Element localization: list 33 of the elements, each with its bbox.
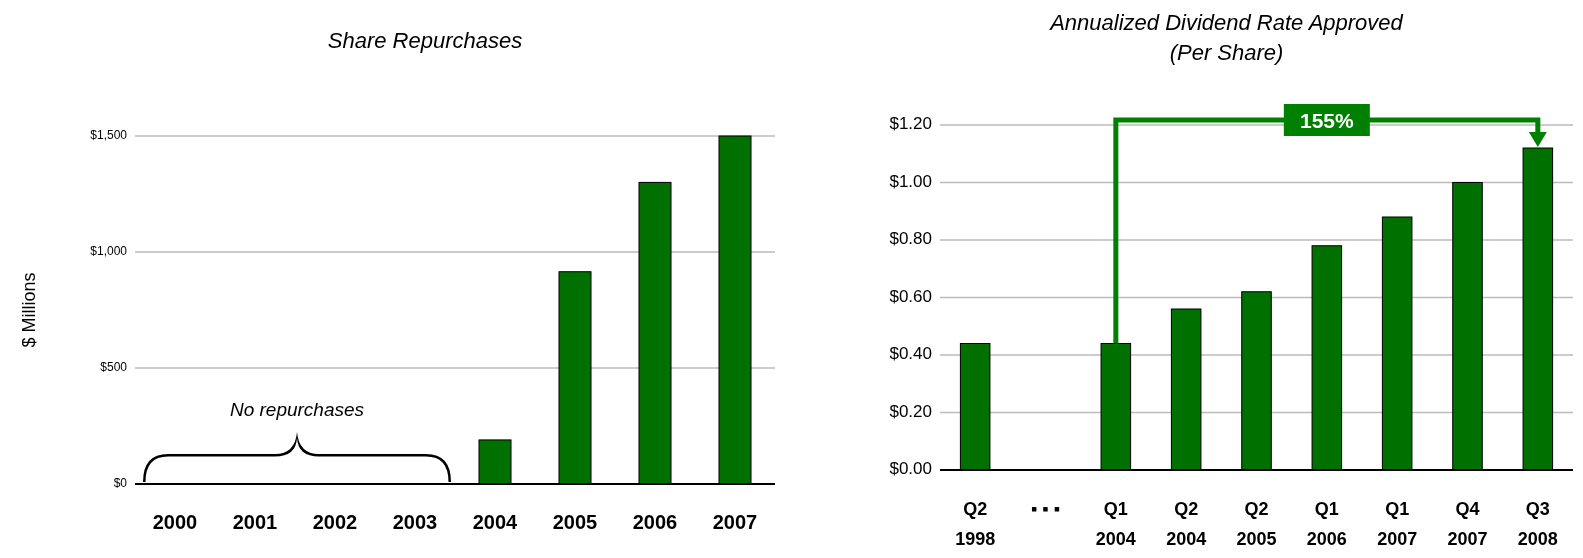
x-tick-label: 2000 xyxy=(152,511,198,533)
y-tick-label: $500 xyxy=(100,360,128,375)
annotation: 155% xyxy=(1299,109,1355,132)
y-tick-label: $0.00 xyxy=(889,459,932,479)
x-tick-label: Q1 2006 xyxy=(1306,499,1347,549)
x-tick-label: 2001 xyxy=(232,511,278,533)
chart-title: Annualized Dividend Rate Approved (Per Share) xyxy=(1048,10,1404,65)
x-tick-label: Q2 1998 xyxy=(955,499,996,549)
x-tick-label: Q1 2007 xyxy=(1377,499,1418,549)
x-tick-label: ▪ ▪ ▪ xyxy=(1030,499,1061,519)
x-tick-label: 2006 xyxy=(632,511,678,533)
y-tick-label: $0.40 xyxy=(889,344,932,364)
x-tick-label: Q3 2008 xyxy=(1517,499,1558,549)
chart-title: Share Repurchases xyxy=(327,28,523,53)
annotation: No repurchases xyxy=(229,399,365,420)
y-tick-label: $1.00 xyxy=(889,171,932,191)
y-tick-label: $1.20 xyxy=(889,114,932,134)
x-tick-label: Q1 2004 xyxy=(1095,499,1136,549)
y-tick-label: $1,500 xyxy=(90,128,128,143)
x-tick-label: 2002 xyxy=(312,511,358,533)
x-tick-label: 2005 xyxy=(552,511,598,533)
x-tick-label: 2004 xyxy=(472,511,519,533)
y-tick-label: $0.80 xyxy=(889,229,932,249)
y-tick-label: $0 xyxy=(113,476,128,491)
x-tick-label: Q2 2004 xyxy=(1166,499,1207,549)
x-tick-label: 2003 xyxy=(392,511,438,533)
y-tick-label: $0.60 xyxy=(889,286,932,306)
y-tick-label: $1,000 xyxy=(90,244,128,259)
y-tick-label: $0.20 xyxy=(889,401,932,421)
y-axis-title: $ Millions xyxy=(18,272,39,348)
x-tick-label: Q4 2007 xyxy=(1447,499,1488,549)
x-tick-label: Q2 2005 xyxy=(1236,499,1277,549)
x-tick-label: 2007 xyxy=(712,511,758,533)
